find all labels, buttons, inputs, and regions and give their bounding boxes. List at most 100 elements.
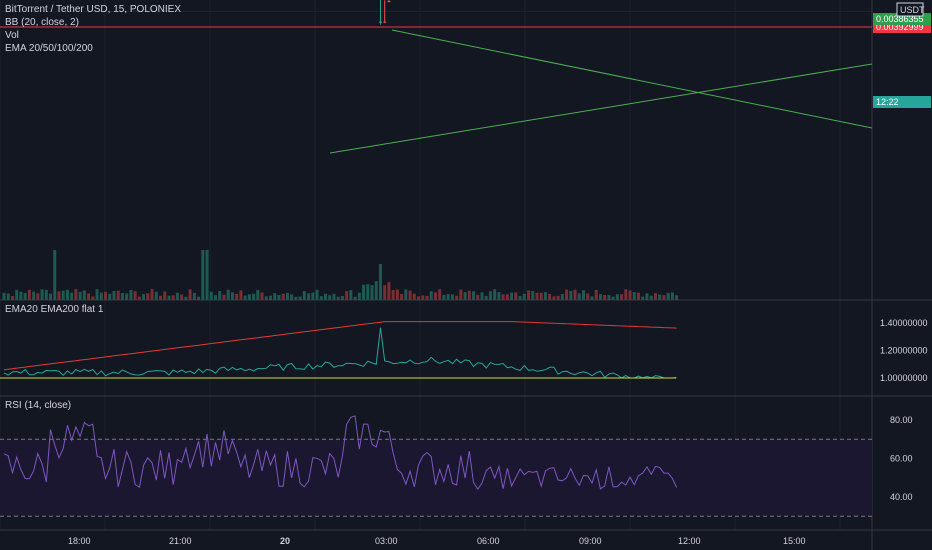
volume-bar bbox=[573, 289, 577, 300]
volume-bar bbox=[10, 296, 14, 300]
volume-bar bbox=[285, 292, 289, 300]
volume-bar bbox=[645, 293, 649, 300]
volume-bar bbox=[552, 296, 556, 300]
volume-bar bbox=[467, 290, 471, 300]
volume-bar bbox=[328, 295, 332, 300]
rsi-axis-label: 60.00 bbox=[890, 454, 913, 464]
volume-bar bbox=[412, 293, 416, 300]
legend-vol: Vol bbox=[5, 30, 19, 41]
volume-bar bbox=[543, 292, 547, 300]
volume-bar bbox=[459, 289, 463, 300]
volume-bar bbox=[197, 296, 201, 300]
volume-bar bbox=[611, 296, 615, 300]
candle-body bbox=[387, 1, 391, 3]
time-axis-label: 21:00 bbox=[169, 536, 192, 546]
volume-bar bbox=[387, 281, 391, 300]
countdown-label: 12:22 bbox=[876, 97, 899, 107]
rsi-band bbox=[0, 439, 872, 517]
pane2-axis-label: 1.00000000 bbox=[880, 373, 928, 383]
volume-bar bbox=[44, 289, 48, 300]
volume-bar bbox=[353, 296, 357, 300]
volume-bar bbox=[378, 264, 382, 300]
volume-bar bbox=[569, 290, 573, 300]
volume-bar bbox=[484, 295, 488, 300]
volume-bar bbox=[531, 291, 535, 300]
volume-bar bbox=[65, 289, 69, 300]
volume-bar bbox=[70, 292, 74, 300]
volume-bar bbox=[349, 290, 353, 300]
volume-bar bbox=[582, 290, 586, 300]
price-axis-label: 0.00392999 bbox=[876, 22, 924, 32]
volume-bar bbox=[61, 290, 65, 300]
volume-bar bbox=[408, 290, 412, 300]
volume-bar bbox=[137, 296, 141, 300]
volume-bar bbox=[264, 296, 268, 300]
rsi-line bbox=[3, 415, 678, 490]
volume-bar bbox=[150, 289, 154, 300]
volume-bar bbox=[649, 295, 653, 300]
volume-bar bbox=[455, 295, 459, 300]
volume-bar bbox=[603, 295, 607, 300]
volume-bar bbox=[395, 289, 399, 300]
volume-bar bbox=[628, 290, 632, 300]
volume-bar bbox=[19, 291, 23, 300]
volume-bar bbox=[32, 291, 36, 300]
volume-bar bbox=[598, 294, 602, 300]
time-axis-label: 09:00 bbox=[579, 536, 602, 546]
volume-bar bbox=[298, 296, 302, 300]
volume-bar bbox=[450, 294, 454, 300]
volume-bar bbox=[108, 293, 112, 300]
volume-bar bbox=[307, 293, 311, 300]
time-axis-label: 15:00 bbox=[783, 536, 806, 546]
volume-bar bbox=[433, 292, 437, 300]
volume-bar bbox=[615, 294, 619, 300]
volume-bar bbox=[125, 293, 129, 300]
volume-bar bbox=[15, 289, 19, 300]
volume-bar bbox=[535, 292, 539, 300]
volume-bar bbox=[175, 292, 179, 300]
volume-bar bbox=[256, 289, 260, 300]
volume-bar bbox=[340, 295, 344, 300]
volume-bar bbox=[252, 293, 256, 300]
trendline-resistance bbox=[391, 29, 873, 129]
time-axis-label: 20 bbox=[280, 536, 290, 546]
volume-bar bbox=[662, 295, 666, 300]
volume-bar bbox=[391, 289, 395, 300]
pane3-title: RSI (14, close) bbox=[5, 400, 72, 411]
volume-bar bbox=[57, 291, 61, 300]
volume-bar bbox=[235, 293, 239, 300]
volume-bar bbox=[159, 295, 163, 300]
volume-bar bbox=[417, 296, 421, 300]
volume-bar bbox=[146, 293, 150, 300]
volume-bar bbox=[281, 293, 285, 300]
volume-bar bbox=[488, 291, 492, 300]
volume-bar bbox=[362, 284, 366, 300]
volume-bar bbox=[243, 295, 247, 300]
pane2-ratio-line bbox=[3, 327, 677, 379]
volume-bar bbox=[510, 292, 514, 300]
volume-bar bbox=[446, 294, 450, 300]
volume-bar bbox=[163, 291, 167, 300]
volume-bar bbox=[438, 289, 442, 300]
volume-bar bbox=[209, 291, 213, 300]
volume-bar bbox=[27, 289, 31, 300]
volume-bar bbox=[560, 293, 564, 300]
volume-bar bbox=[87, 293, 91, 300]
volume-bar bbox=[493, 289, 497, 300]
volume-bar bbox=[539, 292, 543, 300]
volume-bar bbox=[95, 289, 99, 300]
pane2-title: EMA20 EMA200 flat 1 bbox=[5, 304, 104, 315]
volume-bar bbox=[40, 289, 44, 300]
time-axis-label: 12:00 bbox=[678, 536, 701, 546]
volume-bar bbox=[476, 294, 480, 300]
volume-bar bbox=[366, 284, 370, 300]
volume-bar bbox=[129, 289, 133, 300]
volume-bar bbox=[247, 294, 251, 300]
volume-bar bbox=[586, 293, 590, 300]
volume-bar bbox=[514, 292, 518, 300]
volume-bar bbox=[374, 281, 378, 300]
volume-bar bbox=[323, 293, 327, 300]
time-axis-label: 03:00 bbox=[375, 536, 398, 546]
volume-bar bbox=[370, 285, 374, 300]
